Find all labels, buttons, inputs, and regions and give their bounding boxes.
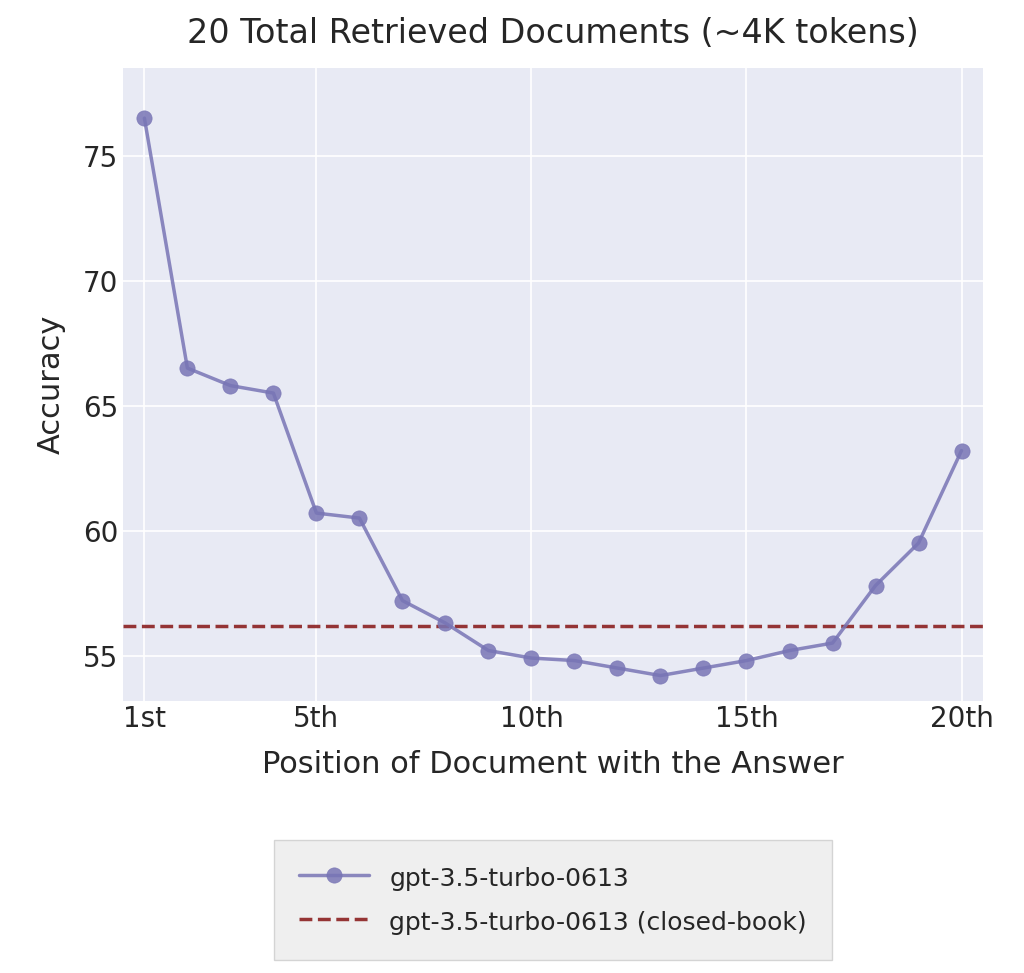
gpt-3.5-turbo-0613: [353, 512, 366, 523]
gpt-3.5-turbo-0613: [611, 663, 624, 674]
gpt-3.5-turbo-0613: [869, 580, 882, 592]
gpt-3.5-turbo-0613: [525, 652, 538, 664]
gpt-3.5-turbo-0613: [912, 537, 925, 549]
Title: 20 Total Retrieved Documents (~4K tokens): 20 Total Retrieved Documents (~4K tokens…: [187, 18, 919, 51]
gpt-3.5-turbo-0613: [439, 617, 452, 629]
gpt-3.5-turbo-0613: [740, 655, 753, 667]
gpt-3.5-turbo-0613: [955, 445, 968, 456]
gpt-3.5-turbo-0613: [138, 112, 151, 124]
gpt-3.5-turbo-0613 (closed-book): [138, 620, 151, 631]
gpt-3.5-turbo-0613: [482, 645, 495, 657]
gpt-3.5-turbo-0613: [310, 507, 323, 519]
Legend: gpt-3.5-turbo-0613, gpt-3.5-turbo-0613 (closed-book): gpt-3.5-turbo-0613, gpt-3.5-turbo-0613 (…: [274, 840, 831, 959]
gpt-3.5-turbo-0613: [826, 637, 839, 649]
gpt-3.5-turbo-0613: [697, 663, 710, 674]
gpt-3.5-turbo-0613: [396, 595, 409, 606]
Y-axis label: Accuracy: Accuracy: [37, 314, 66, 454]
gpt-3.5-turbo-0613: [267, 387, 280, 399]
X-axis label: Position of Document with the Answer: Position of Document with the Answer: [262, 750, 844, 779]
gpt-3.5-turbo-0613 (closed-book): [95, 620, 108, 631]
gpt-3.5-turbo-0613: [181, 362, 194, 374]
gpt-3.5-turbo-0613: [783, 645, 796, 657]
gpt-3.5-turbo-0613: [654, 669, 667, 681]
Line: gpt-3.5-turbo-0613: gpt-3.5-turbo-0613: [137, 111, 969, 683]
gpt-3.5-turbo-0613: [568, 655, 581, 667]
gpt-3.5-turbo-0613: [224, 379, 237, 391]
